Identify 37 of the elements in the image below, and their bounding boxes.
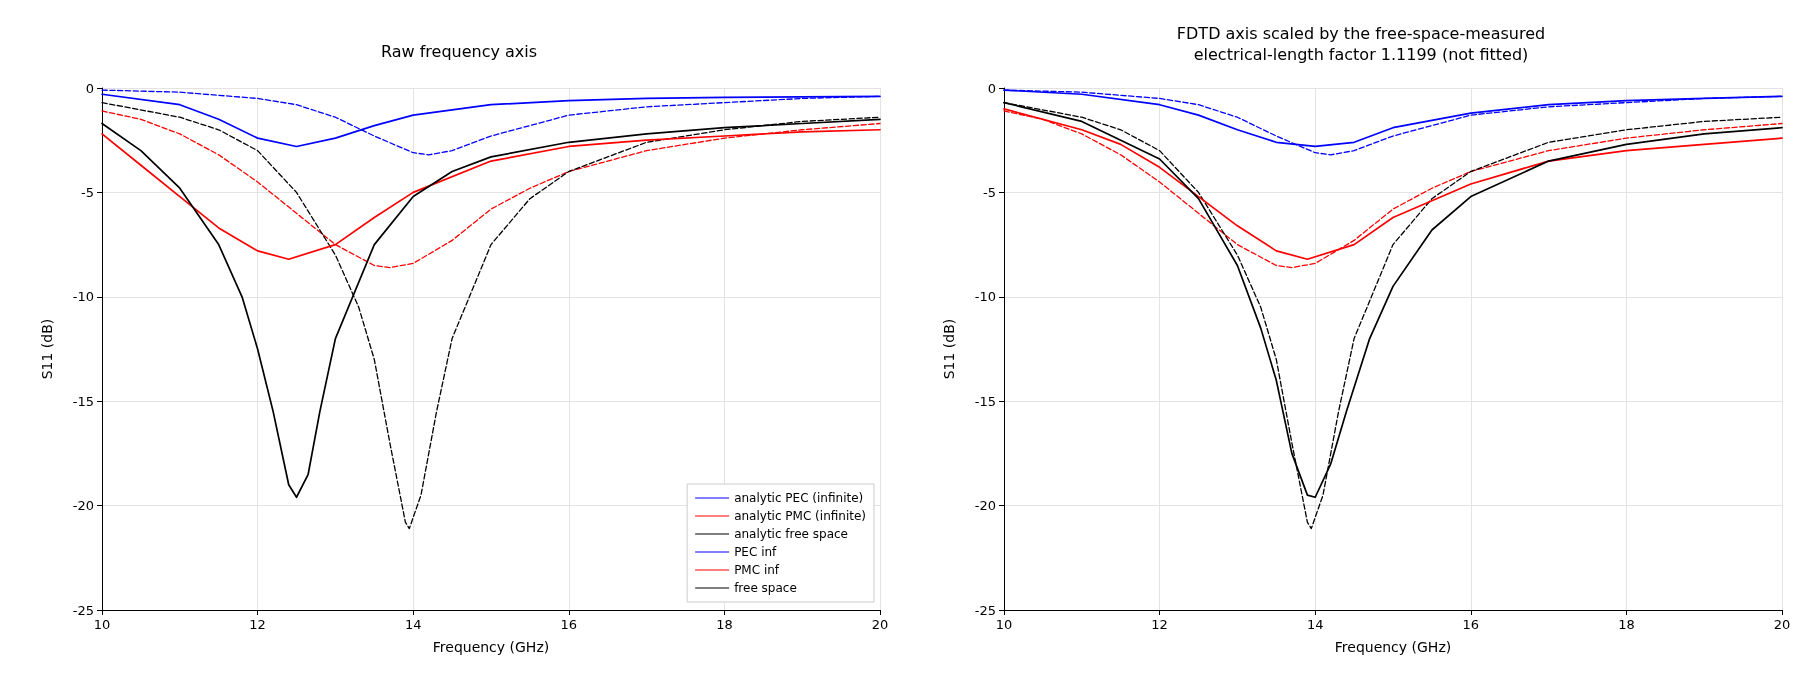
y-tick-label: 0 <box>85 80 94 96</box>
legend-label: PEC inf <box>734 545 778 559</box>
y-tick-label: 0 <box>987 80 996 96</box>
y-tick-label: -10 <box>974 289 996 305</box>
y-tick-label: -25 <box>72 602 94 618</box>
x-tick-label: 20 <box>1773 617 1791 632</box>
x-tick-label: 16 <box>560 617 578 632</box>
y-tick-label: -10 <box>72 289 94 305</box>
x-tick-label: 14 <box>1306 617 1324 632</box>
line-series <box>101 110 881 269</box>
chart-title: FDTD axis scaled by the free-space-measured electrical-length factor 1.1199 (not fitted) <box>1176 24 1546 64</box>
legend-label: analytic PMC (infinite) <box>734 509 866 523</box>
x-tick-label: 14 <box>404 617 422 632</box>
chart-title: Raw frequency axis <box>380 42 538 61</box>
x-tick-label: 12 <box>249 617 266 632</box>
x-tick-label: 20 <box>871 617 889 632</box>
x-tick-label: 16 <box>1462 617 1480 632</box>
x-tick-label: 12 <box>1151 617 1168 632</box>
x-tick-label: 10 <box>995 617 1013 632</box>
y-tick-label: -15 <box>974 393 996 409</box>
y-tick-label: -5 <box>983 184 996 200</box>
y-axis-title: S11 (dB) <box>39 318 55 380</box>
y-tick-label: -20 <box>974 498 996 514</box>
legend-label: analytic free space <box>734 527 849 541</box>
legend-label: free space <box>734 581 797 595</box>
x-axis-title: Frequency (GHz) <box>432 639 550 655</box>
y-tick-label: -20 <box>72 498 94 514</box>
x-tick-label: 18 <box>1618 617 1635 632</box>
x-tick-label: 18 <box>716 617 733 632</box>
legend-label: analytic PEC (infinite) <box>734 491 864 505</box>
y-tick-label: -15 <box>72 393 94 409</box>
x-tick-label: 10 <box>93 617 111 632</box>
y-axis-title: S11 (dB) <box>941 318 957 380</box>
x-axis-title: Frequency (GHz) <box>1334 639 1452 655</box>
y-tick-label: -25 <box>974 602 996 618</box>
y-tick-label: -5 <box>81 184 94 200</box>
legend-label: PMC inf <box>734 563 780 577</box>
